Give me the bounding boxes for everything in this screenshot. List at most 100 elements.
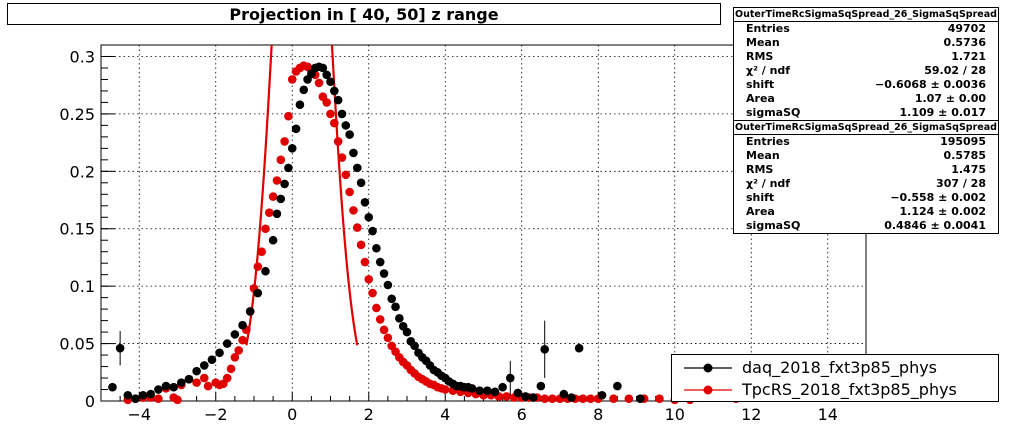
daq-point xyxy=(108,382,117,392)
daq-point xyxy=(169,382,178,392)
tpcrs-point xyxy=(272,176,282,185)
daq-point xyxy=(360,198,370,207)
data-points xyxy=(108,61,741,405)
legend-entry-tpcrs: TpcRS_2018_fxt3p85_phys xyxy=(672,379,998,401)
stats-row-sigmasq: sigmaSQ 0.4846 ± 0.0041 xyxy=(746,219,986,232)
stats-row-entries: Entries 195095 xyxy=(746,135,986,148)
tpcrs-point xyxy=(345,187,354,197)
stats-row-chi2: χ² / ndf 59.02 / 28 xyxy=(746,64,986,77)
y-tick-label: 0.2 xyxy=(70,162,95,181)
daq-point xyxy=(199,361,209,370)
daq-point xyxy=(356,178,366,188)
tpcrs-point xyxy=(655,394,664,404)
tpcrs-point xyxy=(375,315,385,324)
daq-point xyxy=(222,339,232,348)
daq-point xyxy=(268,235,278,245)
tpcrs-point xyxy=(257,247,266,257)
stats-title: OuterTimeRcSigmaSqSpread_26_SigmaSqSprea… xyxy=(734,122,998,135)
tpcrs-point xyxy=(230,353,240,362)
fit-curve xyxy=(245,45,359,346)
daq-point xyxy=(498,382,507,392)
y-tick-label: 0.3 xyxy=(70,47,95,66)
daq-point xyxy=(402,327,412,337)
daq-point xyxy=(379,269,389,278)
legend-entry-daq: daq_2018_fxt3p85_phys xyxy=(672,357,998,379)
daq-point xyxy=(318,63,328,73)
tpcrs-point xyxy=(322,98,331,107)
daq-point xyxy=(395,314,404,323)
daq-point xyxy=(177,378,186,387)
tpcrs-point xyxy=(586,394,595,404)
legend-label-daq: daq_2018_fxt3p85_phys xyxy=(742,358,938,377)
x-tick-label: 6 xyxy=(517,405,527,424)
legend-marker-tpcrs xyxy=(684,385,732,395)
daq-point xyxy=(467,384,477,393)
daq-point xyxy=(597,390,607,400)
stats-box-tpcrs: OuterTimeRcSigmaSqSpread_26_SigmaSqSprea… xyxy=(733,120,999,234)
tpcrs-point xyxy=(368,288,377,298)
tpcrs-point xyxy=(276,155,286,165)
stats-row-rms: RMS 1.475 xyxy=(746,163,986,176)
x-tick-label: 14 xyxy=(818,405,838,424)
tpcrs-point xyxy=(154,394,163,404)
daq-point xyxy=(184,374,194,384)
tpcrs-point xyxy=(284,111,293,121)
daq-point xyxy=(352,163,362,173)
tpcrs-point xyxy=(352,223,362,232)
stats-row-shift: shift −0.6068 ± 0.0036 xyxy=(746,78,986,91)
tpcrs-point xyxy=(337,153,347,162)
daq-point xyxy=(475,386,484,395)
daq-point xyxy=(161,381,171,391)
daq-point xyxy=(272,209,282,219)
daq-point xyxy=(636,394,645,404)
daq-point xyxy=(291,124,301,134)
stats-row-rms: RMS 1.721 xyxy=(746,50,986,63)
daq-point xyxy=(521,392,530,401)
daq-point xyxy=(372,243,381,253)
x-tick-label: 0 xyxy=(287,405,297,424)
tpcrs-point xyxy=(238,335,247,345)
tpcrs-point xyxy=(268,192,278,201)
daq-point xyxy=(215,348,224,358)
daq-point xyxy=(490,387,500,397)
daq-point xyxy=(238,320,247,330)
daq-point xyxy=(410,341,419,351)
y-tick-label: 0 xyxy=(85,392,95,411)
daq-point xyxy=(131,394,140,404)
stats-row-mean: Mean 0.5785 xyxy=(746,149,986,162)
tpcrs-point xyxy=(379,325,389,335)
legend: daq_2018_fxt3p85_phys TpcRS_2018_fxt3p85… xyxy=(671,354,999,402)
x-tick-label: −2 xyxy=(204,405,228,424)
daq-point xyxy=(299,85,309,95)
tpcrs-point xyxy=(502,392,511,401)
daq-point xyxy=(349,148,358,158)
daq-point xyxy=(364,212,374,222)
tpcrs-point xyxy=(540,394,549,404)
tpcrs-point xyxy=(372,303,381,313)
tpcrs-point xyxy=(253,262,263,271)
tpcrs-point xyxy=(360,257,370,267)
daq-point xyxy=(207,355,217,364)
daq-point xyxy=(330,86,339,96)
daq-point xyxy=(192,366,201,376)
legend-marker-daq xyxy=(684,363,732,373)
tpcrs-point xyxy=(440,385,450,394)
tpcrs-point xyxy=(326,109,335,119)
tpcrs-point xyxy=(356,240,366,250)
x-tick-label: 4 xyxy=(440,405,450,424)
tpcrs-point xyxy=(383,333,393,343)
tpcrs-point xyxy=(364,274,374,284)
daq-point xyxy=(387,294,397,304)
tpcrs-point xyxy=(203,381,213,391)
daq-point xyxy=(528,393,538,402)
daq-point xyxy=(123,390,133,400)
chart-title: Projection in [ 40, 50] z range xyxy=(7,3,721,25)
x-tick-label: 12 xyxy=(741,405,761,424)
tpcrs-point xyxy=(226,364,236,374)
daq-point xyxy=(513,388,523,398)
daq-point xyxy=(295,100,305,110)
daq-point xyxy=(536,381,546,391)
daq-point xyxy=(284,163,293,173)
daq-point xyxy=(375,257,385,267)
